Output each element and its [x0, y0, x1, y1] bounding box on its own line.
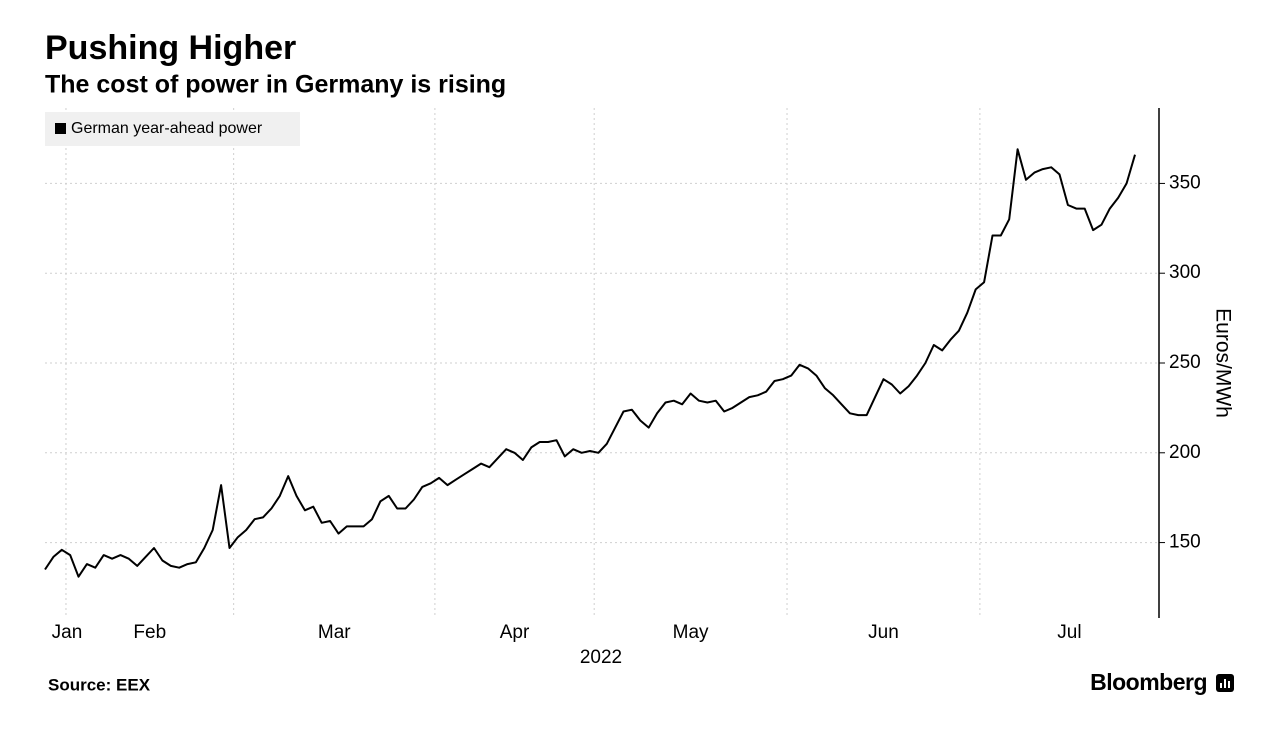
x-tick-label: Feb [133, 622, 166, 643]
x-axis-label: 2022 [580, 647, 622, 668]
x-tick-label: Jan [52, 622, 83, 643]
x-tick-label: Jul [1057, 622, 1081, 643]
y-tick-label: 250 [1169, 352, 1201, 373]
y-tick-label: 150 [1169, 532, 1201, 553]
legend-swatch [55, 123, 66, 134]
chart-subtitle: The cost of power in Germany is rising [45, 71, 506, 99]
y-axis-label: Euros/MWh [1211, 308, 1234, 418]
y-tick-label: 200 [1169, 442, 1201, 463]
y-tick-label: 350 [1169, 172, 1201, 193]
chart-title: Pushing Higher [45, 29, 296, 67]
legend-box [45, 112, 300, 146]
x-tick-label: Jun [868, 622, 899, 643]
x-tick-label: Apr [500, 622, 530, 643]
source: Source: EEX [48, 675, 151, 694]
brand-icon [1216, 674, 1234, 692]
x-tick-label: Mar [318, 622, 351, 643]
y-tick-label: 300 [1169, 262, 1201, 283]
brand: Bloomberg [1090, 669, 1207, 695]
legend-label: German year-ahead power [71, 120, 263, 137]
line [44, 148, 1136, 578]
x-tick-label: May [673, 622, 709, 643]
